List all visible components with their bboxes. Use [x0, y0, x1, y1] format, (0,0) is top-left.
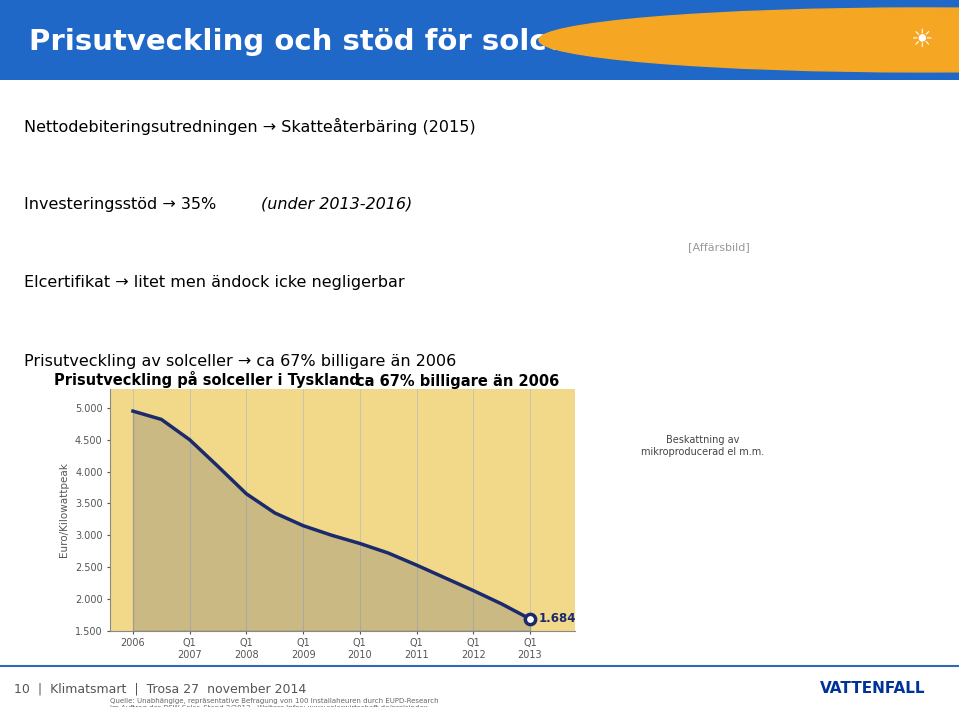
- Text: Genomsnittligt pris (exkl. moms): Genomsnittligt pris (exkl. moms): [373, 416, 556, 426]
- Text: Investeringsstöd → 35%: Investeringsstöd → 35%: [24, 197, 222, 211]
- Point: [523, 613, 538, 624]
- Text: 10  |  Klimatsmart  |  Trosa 27  november 2014: 10 | Klimatsmart | Trosa 27 november 201…: [14, 682, 307, 695]
- Text: Prisutveckling på solceller i Tyskland –: Prisutveckling på solceller i Tyskland –: [54, 371, 372, 388]
- Text: Prisutveckling av solceller → ca 67% billigare än 2006: Prisutveckling av solceller → ca 67% bil…: [24, 354, 456, 369]
- Text: Quelle: Unabhängige, repräsentative Befragung von 100 Installaheuren durch EUPD-: Quelle: Unabhängige, repräsentative Befr…: [110, 699, 439, 707]
- Text: Solkraft går om vindkraft
under 2013: Solkraft går om vindkraft under 2013: [700, 598, 868, 628]
- Y-axis label: Euro/Kilowattpeak: Euro/Kilowattpeak: [59, 462, 69, 557]
- Text: Elcertifikat → litet men ändock icke negligerbar: Elcertifikat → litet men ändock icke neg…: [24, 275, 405, 291]
- Text: [Affärsbild]: [Affärsbild]: [689, 243, 750, 252]
- Text: Prisutveckling och stöd för solcellssystem: Prisutveckling och stöd för solcellssyst…: [29, 28, 721, 56]
- Text: VINDKRAFTSnyheter.se: VINDKRAFTSnyheter.se: [702, 556, 866, 569]
- Text: ☀: ☀: [911, 28, 934, 52]
- Text: VATTENFALL: VATTENFALL: [820, 681, 925, 696]
- Circle shape: [539, 8, 959, 72]
- Text: Beskattning av
mikroproducerad el m.m.: Beskattning av mikroproducerad el m.m.: [641, 436, 764, 457]
- Text: (under 2013-2016): (under 2013-2016): [261, 197, 412, 211]
- Text: för solcellssystem (takinstallerade): för solcellssystem (takinstallerade): [373, 448, 569, 457]
- Text: upp till 10kW: upp till 10kW: [373, 480, 447, 490]
- Text: Nettodebiteringsutredningen → Skatteåterbäring (2015): Nettodebiteringsutredningen → Skatteåter…: [24, 118, 476, 135]
- Text: ca 67% billigare än 2006: ca 67% billigare än 2006: [356, 375, 559, 390]
- Text: 1.684: 1.684: [539, 612, 576, 626]
